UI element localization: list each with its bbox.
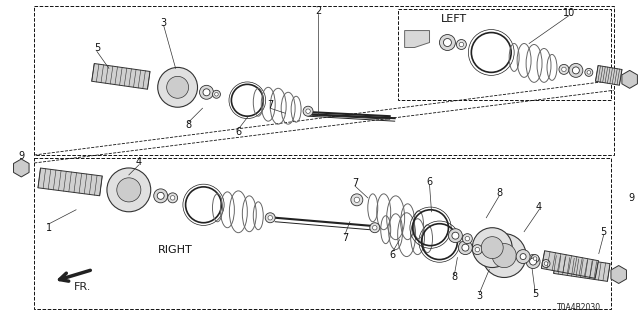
Circle shape — [544, 262, 548, 265]
Circle shape — [472, 228, 512, 268]
Circle shape — [533, 257, 537, 260]
Circle shape — [214, 92, 218, 96]
Text: 7: 7 — [267, 100, 273, 110]
Circle shape — [481, 237, 503, 259]
Polygon shape — [541, 251, 598, 278]
Polygon shape — [13, 159, 29, 177]
Text: 3: 3 — [161, 18, 167, 28]
Text: 3: 3 — [476, 292, 483, 301]
Text: 10: 10 — [563, 8, 575, 18]
Circle shape — [456, 40, 467, 50]
Circle shape — [459, 42, 463, 47]
Circle shape — [559, 64, 569, 74]
Circle shape — [166, 76, 189, 98]
Circle shape — [107, 168, 151, 212]
Circle shape — [465, 236, 470, 241]
Polygon shape — [611, 266, 627, 284]
Circle shape — [170, 196, 175, 200]
Text: 5: 5 — [600, 227, 607, 237]
Text: 5: 5 — [532, 289, 538, 300]
Circle shape — [200, 85, 214, 99]
Circle shape — [529, 258, 536, 265]
Circle shape — [212, 90, 220, 98]
Circle shape — [475, 247, 479, 252]
Circle shape — [449, 229, 462, 243]
Circle shape — [354, 197, 360, 203]
Text: 2: 2 — [315, 6, 321, 16]
Circle shape — [472, 244, 483, 255]
Text: 8: 8 — [451, 273, 458, 283]
Circle shape — [306, 109, 310, 114]
Circle shape — [492, 244, 516, 268]
Text: 5: 5 — [94, 44, 100, 53]
Circle shape — [458, 241, 472, 255]
Circle shape — [562, 67, 566, 72]
Circle shape — [587, 71, 591, 74]
Circle shape — [569, 63, 583, 77]
Text: 9: 9 — [18, 151, 24, 161]
Circle shape — [462, 244, 469, 251]
Circle shape — [303, 106, 313, 116]
Circle shape — [351, 194, 363, 206]
Circle shape — [157, 192, 164, 199]
Text: 8: 8 — [496, 188, 502, 198]
Text: RIGHT: RIGHT — [158, 244, 193, 255]
Circle shape — [462, 234, 472, 244]
Polygon shape — [595, 66, 622, 85]
Circle shape — [370, 223, 380, 233]
Polygon shape — [554, 256, 610, 281]
Polygon shape — [622, 70, 637, 88]
Text: 7: 7 — [352, 178, 358, 188]
Text: 4: 4 — [136, 157, 142, 167]
Text: 9: 9 — [628, 193, 635, 203]
Circle shape — [542, 260, 550, 268]
Text: 7: 7 — [342, 233, 348, 243]
Circle shape — [265, 213, 275, 223]
Text: 8: 8 — [186, 120, 191, 130]
Text: 6: 6 — [426, 177, 433, 187]
Text: 4: 4 — [536, 202, 542, 212]
Text: T0A4B2030: T0A4B2030 — [557, 303, 601, 312]
Circle shape — [516, 250, 530, 264]
Circle shape — [268, 215, 273, 220]
Text: LEFT: LEFT — [442, 14, 467, 24]
Circle shape — [444, 38, 451, 46]
Circle shape — [116, 178, 141, 202]
Circle shape — [531, 255, 539, 262]
Circle shape — [372, 226, 377, 230]
Circle shape — [440, 35, 456, 51]
Circle shape — [526, 255, 540, 268]
Circle shape — [572, 67, 579, 74]
Polygon shape — [38, 168, 102, 196]
Circle shape — [452, 232, 459, 239]
Circle shape — [203, 89, 210, 96]
Circle shape — [585, 68, 593, 76]
Text: 6: 6 — [390, 250, 396, 260]
Circle shape — [520, 253, 526, 260]
Text: 6: 6 — [236, 127, 241, 137]
Circle shape — [483, 234, 526, 277]
Circle shape — [157, 68, 198, 107]
Polygon shape — [404, 31, 429, 47]
Circle shape — [168, 193, 178, 203]
Circle shape — [154, 189, 168, 203]
Text: FR.: FR. — [74, 283, 92, 292]
Polygon shape — [92, 63, 150, 89]
Text: 1: 1 — [46, 223, 52, 233]
